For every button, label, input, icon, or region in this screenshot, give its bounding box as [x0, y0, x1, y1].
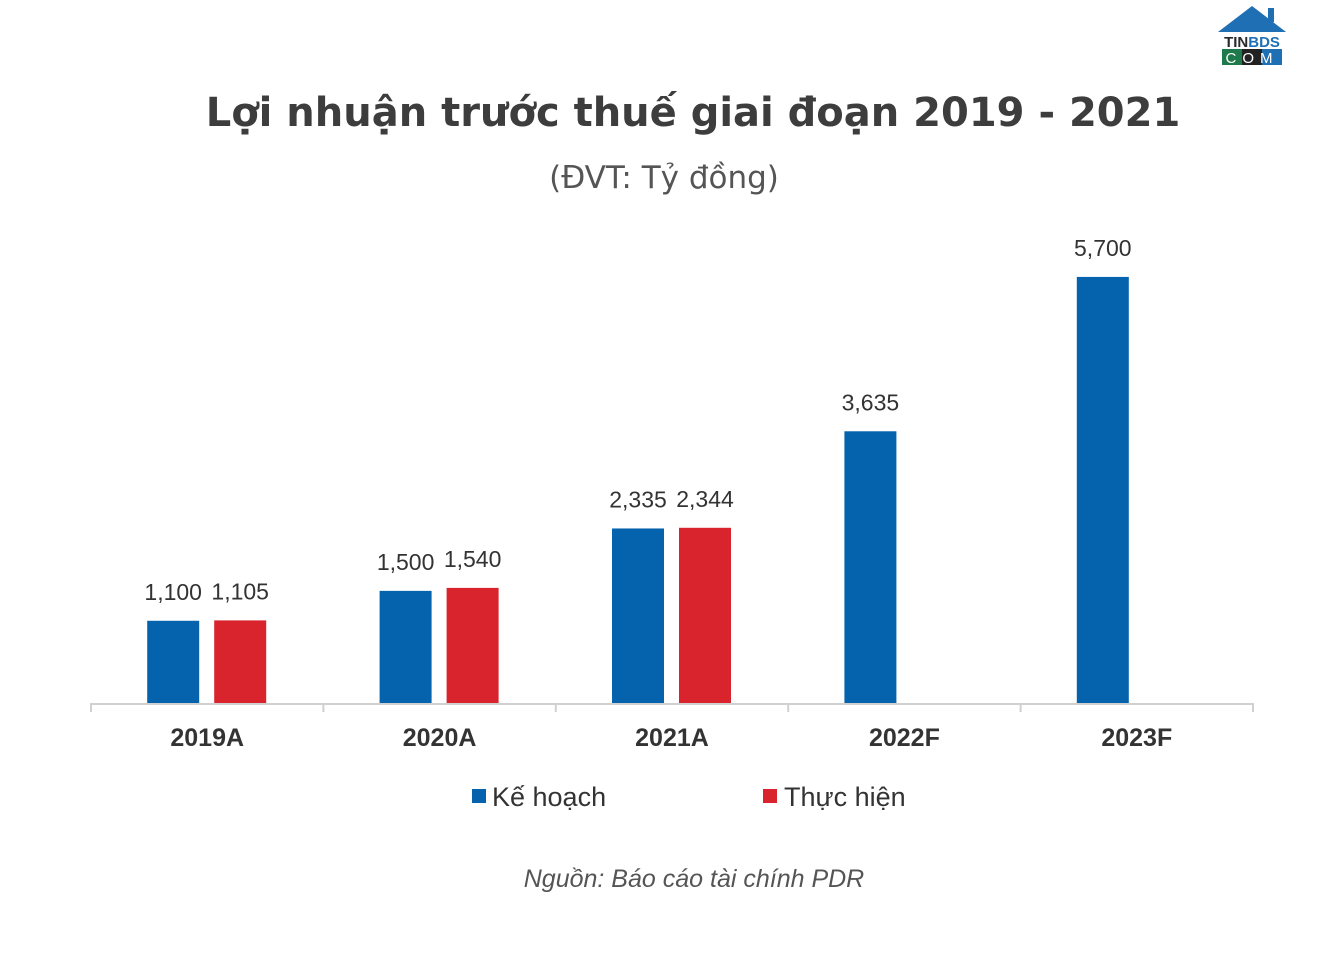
- bar-thuc-hien-2021A: [679, 527, 731, 703]
- bar-ke-hoach-2019A: [147, 620, 200, 703]
- legend-label-thuc-hien: Thực hiện: [784, 782, 906, 812]
- data-label: 1,500: [377, 549, 435, 575]
- legend: Kế hoạch Thực hiện: [472, 782, 906, 812]
- data-label: 2,335: [609, 486, 667, 512]
- bar-thuc-hien-2019A: [214, 620, 267, 703]
- data-label: 3,635: [842, 389, 900, 415]
- x-tick-label: 2021A: [635, 724, 709, 752]
- bar-ke-hoach-2022F: [844, 431, 897, 703]
- data-label: 5,700: [1074, 235, 1132, 261]
- legend-swatch-thuc-hien: [763, 789, 777, 803]
- data-label: 1,105: [211, 578, 269, 604]
- svg-text:TINBDS: TINBDS: [1224, 34, 1280, 51]
- x-tick-label: 2020A: [403, 724, 477, 752]
- tinbds-logo: TINBDS COM: [1218, 6, 1286, 67]
- source-note: Nguồn: Báo cáo tài chính PDR: [524, 865, 864, 893]
- bar-ke-hoach-2021A: [612, 528, 664, 703]
- chart-subtitle: (ĐVT: Tỷ đồng): [549, 160, 779, 196]
- x-tick-label: 2022F: [869, 724, 940, 752]
- legend-label-ke-hoach: Kế hoạch: [492, 782, 606, 812]
- chart-title: Lợi nhuận trước thuế giai đoạn 2019 - 20…: [206, 90, 1181, 136]
- data-label: 1,540: [444, 546, 502, 572]
- bar-thuc-hien-2020A: [446, 587, 499, 703]
- x-tick-label: 2023F: [1101, 724, 1172, 752]
- data-label: 2,344: [676, 486, 734, 512]
- data-label: 1,100: [144, 579, 202, 605]
- bar-ke-hoach-2023F: [1076, 276, 1129, 703]
- legend-swatch-ke-hoach: [472, 789, 486, 803]
- svg-text:COM: COM: [1226, 50, 1279, 67]
- bar-ke-hoach-2020A: [379, 590, 432, 703]
- x-tick-label: 2019A: [170, 724, 244, 752]
